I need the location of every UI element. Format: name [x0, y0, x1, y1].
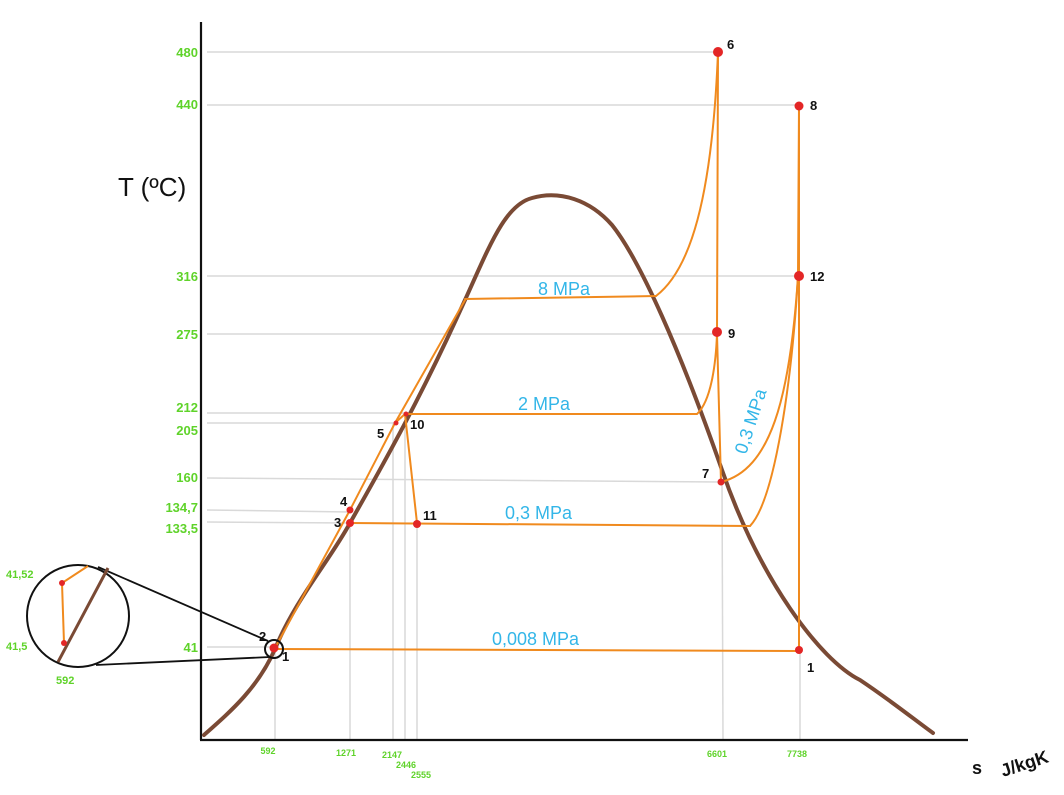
x-tick-1271: 1271: [336, 748, 356, 758]
point-6-marker: [713, 47, 723, 57]
point-label-4: 4: [340, 494, 348, 509]
gridline-y-1347: [206, 509, 351, 513]
point-label-5: 5: [377, 426, 384, 441]
y-tick-316: 316: [176, 269, 198, 284]
cycle-8mpa-boiling: [464, 295, 657, 300]
point-5-marker: [393, 420, 399, 426]
cycle-03mpa-line: [349, 522, 751, 527]
x-tick-6601: 6601: [707, 749, 727, 759]
x-ticks: 592 1271 2147 2446 2555 6601 7738: [260, 746, 807, 780]
zoom-point-b: [61, 640, 67, 646]
point-labels: 6 8 12 9 7 1 4 3 11 5 10 2 1: [259, 37, 824, 675]
y-axis-title: T (ºC): [118, 172, 186, 202]
axes: [199, 22, 968, 742]
point-12-marker: [794, 271, 804, 281]
point-8-marker: [794, 101, 804, 111]
cycle-expansion-6-7: [715, 51, 722, 483]
point-label-9: 9: [728, 326, 735, 341]
x-axis-unit: J/kgK: [998, 747, 1051, 781]
saturation-dome: [202, 193, 935, 737]
x-tick-2446: 2446: [396, 760, 416, 770]
y-tick-212: 212: [176, 400, 198, 415]
point-1-marker: [795, 646, 803, 654]
gridline-x-6601: [721, 481, 724, 741]
zoom-callout: 41,52 41,5 592: [6, 564, 284, 687]
zoom-tick-592: 592: [56, 675, 74, 687]
point-label-6: 6: [727, 37, 734, 52]
point-4-marker: [346, 506, 354, 514]
y-ticks: 480 440 316 275 212 205 160 134,7 133,5 …: [165, 45, 198, 655]
cycle-superheat-6: [655, 51, 719, 297]
gridline-y-160: [206, 477, 721, 483]
y-tick-480: 480: [176, 45, 198, 60]
zoom-connector-bottom: [95, 656, 271, 666]
x-tick-2555: 2555: [411, 770, 431, 780]
x-tick-2147: 2147: [382, 750, 402, 760]
point-label-2: 2: [259, 629, 266, 644]
x-tick-7738: 7738: [787, 749, 807, 759]
point-label-11: 11: [423, 508, 437, 523]
cycle-reheat-7-12: [720, 275, 799, 483]
zoom-point-a: [59, 580, 65, 586]
point-label-1-low: 1: [282, 649, 289, 664]
zoom-dome-segment: [56, 567, 110, 663]
zoom-circle: [26, 564, 130, 668]
point-11-marker: [413, 520, 421, 528]
x-tick-592: 592: [260, 746, 275, 756]
point-2-marker: [269, 643, 279, 653]
y-tick-440: 440: [176, 97, 198, 112]
y-tick-1335: 133,5: [165, 521, 198, 536]
y-tick-275: 275: [176, 327, 198, 342]
y-tick-160: 160: [176, 470, 198, 485]
point-7-marker: [717, 478, 725, 486]
point-9-marker: [712, 327, 722, 337]
cycle-0008mpa-line: [274, 648, 800, 652]
cycle-2mpa-line: [404, 333, 718, 415]
cycle-03mpa-curve: [749, 104, 800, 527]
gridlines: [206, 51, 801, 741]
point-label-1: 1: [807, 660, 814, 675]
point-label-8: 8: [810, 98, 817, 113]
x-axis-title: s: [972, 758, 982, 778]
isobar-label-8mpa: 8 MPa: [538, 279, 591, 299]
gridline-y-1335: [206, 521, 351, 524]
point-10-marker: [403, 411, 409, 417]
cycle-lines: [274, 51, 800, 652]
isobar-label-03mpa: 0,3 MPa: [505, 503, 573, 523]
point-label-3: 3: [334, 515, 341, 530]
zoom-connector-top: [97, 566, 269, 642]
cycle-liquid-line: [274, 299, 466, 649]
state-points: [269, 47, 804, 654]
isobar-label-0008mpa: 0,008 MPa: [492, 629, 580, 649]
zoom-marker-circle: [264, 639, 284, 659]
point-label-10: 10: [410, 417, 424, 432]
zoom-tick-415: 41,5: [6, 641, 27, 653]
y-tick-205: 205: [176, 423, 198, 438]
y-tick-1347: 134,7: [165, 500, 198, 515]
point-label-12: 12: [810, 269, 824, 284]
point-3-marker: [346, 519, 354, 527]
point-label-7: 7: [702, 466, 709, 481]
cycle-throttle-10-11: [404, 413, 418, 524]
y-tick-41: 41: [184, 640, 198, 655]
zoom-tick-4152: 41,52: [6, 569, 34, 581]
isobar-label-2mpa: 2 MPa: [518, 394, 571, 414]
